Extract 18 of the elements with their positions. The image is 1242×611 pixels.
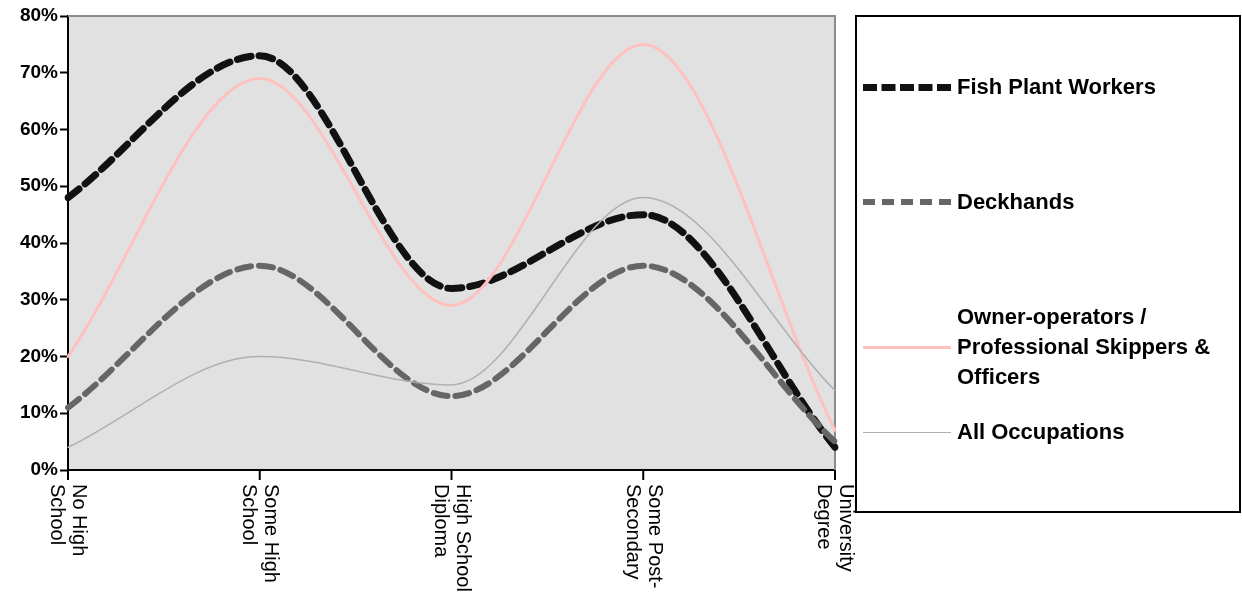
y-tick-label: 10% [19,401,59,423]
y-tick-label: 30% [19,287,59,309]
y-tick-label: 50% [19,174,59,196]
x-tick-label: High School Diploma [430,484,475,592]
y-tick-label: 60% [19,117,59,139]
legend-label: Fish Plant Workers [957,73,1156,101]
y-tick-label: 20% [19,344,59,366]
x-tick-label: Some Post-Secondary [622,484,667,589]
legend-label: All Occupations [957,418,1125,446]
y-tick-label: 80% [19,4,59,26]
y-tick-label: 40% [19,231,59,253]
y-tick-label: 70% [19,60,59,82]
x-tick-label: University Degree [814,484,859,572]
x-tick-label: Some High School [239,484,284,583]
x-tick-label: No High School [47,484,92,557]
legend-label: Deckhands [957,188,1075,216]
legend-label: Owner-operators / Professional Skippers & Officers [957,303,1212,391]
y-tick-label: 0% [30,458,59,480]
